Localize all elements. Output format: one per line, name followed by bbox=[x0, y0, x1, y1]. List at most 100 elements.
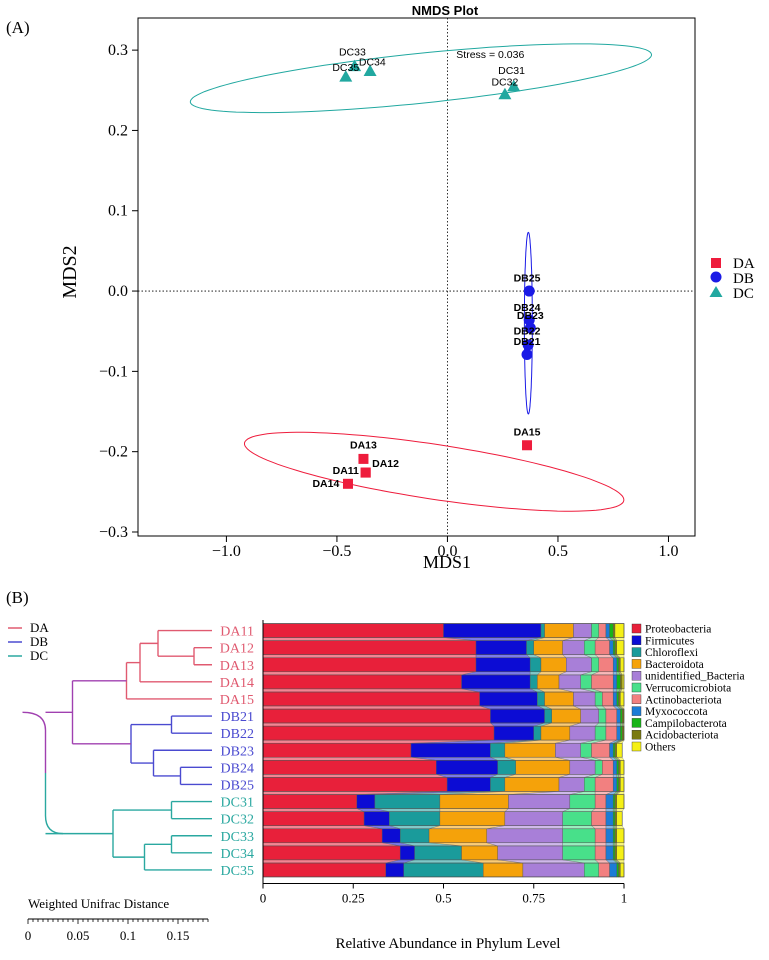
bar-segment-campilobacterota bbox=[612, 640, 616, 655]
bar-segment-acidobacteriota bbox=[614, 640, 617, 655]
point-label-da15: DA15 bbox=[514, 427, 541, 439]
y-tick-label: −0.1 bbox=[99, 363, 128, 380]
bar-segment-firmicutes bbox=[385, 862, 404, 878]
point-db23 bbox=[524, 322, 536, 334]
point-dc34 bbox=[363, 64, 377, 77]
bar-connector bbox=[613, 842, 616, 846]
bar-segment-proteobacteria bbox=[262, 623, 444, 638]
legend-label-myxococcota: Myxococcota bbox=[645, 706, 708, 718]
dendro-root bbox=[22, 711, 47, 773]
bar-segment-actinobacteriota bbox=[594, 794, 607, 809]
bar-segment-campilobacterota bbox=[612, 845, 616, 861]
legend-label-others: Others bbox=[645, 742, 676, 754]
point-label-dc32: DC32 bbox=[491, 76, 518, 88]
bar-connector bbox=[262, 688, 480, 693]
legend-label-chloroflexi: Chloroflexi bbox=[645, 647, 698, 659]
point-dc31 bbox=[507, 79, 521, 92]
dendro-scale-bar: 0 0.05 0.1 0.15 bbox=[25, 918, 209, 943]
point-da15 bbox=[522, 440, 533, 451]
bar-segment-acidobacteriota bbox=[614, 845, 617, 861]
legend-label-da: DA bbox=[733, 256, 755, 272]
bar-segment-acidobacteriota bbox=[618, 760, 621, 775]
bar-x-tick-label: 0 bbox=[260, 891, 267, 906]
bar-segment-proteobacteria bbox=[262, 725, 495, 741]
point-label-dc34: DC34 bbox=[359, 56, 386, 68]
legend-square-icon bbox=[711, 258, 721, 268]
legend-swatch-verrucomicrobiota bbox=[631, 682, 642, 693]
x-tick-label: 1.0 bbox=[658, 543, 678, 560]
point-label-db21: DB21 bbox=[514, 336, 541, 348]
bar-segment-firmicutes bbox=[410, 743, 491, 758]
legend-label-actinobacteriota: Actinobacteriota bbox=[645, 694, 722, 706]
bar-segment-verrucomicrobiota bbox=[598, 708, 607, 724]
bar-segment-actinobacteriota bbox=[605, 708, 617, 724]
nmds-title: NMDS Plot bbox=[412, 3, 479, 18]
stacked-bar-chart: 0 0.25 0.5 0.75 1 DA11 DA12 DA13 DA14 DA15 DB21 DB2… bbox=[220, 620, 627, 906]
sample-label-db22: DB22 bbox=[221, 727, 254, 742]
point-da12 bbox=[360, 467, 371, 478]
bar-segment-campilobacterota bbox=[616, 777, 619, 792]
dendro-root bbox=[44, 772, 64, 835]
bar-segment-acidobacteriota bbox=[614, 794, 617, 809]
bar-segment-verrucomicrobiota bbox=[584, 777, 596, 792]
bar-segment-proteobacteria bbox=[262, 811, 365, 826]
bar-segment-others bbox=[616, 640, 625, 655]
bar-segment-myxococcota bbox=[612, 691, 617, 707]
nmds-x-axis-label: MDS1 bbox=[423, 552, 471, 572]
bar-connector bbox=[262, 859, 401, 864]
bar-segment-verrucomicrobiota bbox=[591, 657, 599, 672]
sample-label-db23: DB23 bbox=[221, 744, 254, 759]
bar-connector bbox=[262, 774, 448, 778]
bar-segment-chloroflexi bbox=[540, 623, 545, 638]
bar-segment-proteobacteria bbox=[262, 708, 491, 724]
scale-tick-label: 0 bbox=[25, 928, 32, 943]
bar-segment-firmicutes bbox=[443, 623, 542, 638]
bar-segment-verrucomicrobiota bbox=[580, 674, 592, 690]
point-db24 bbox=[523, 314, 535, 326]
bar-segment-unidentified_bacteria bbox=[508, 794, 571, 809]
bar-x-tick-label: 0.5 bbox=[435, 891, 451, 906]
bar-connector bbox=[262, 757, 437, 761]
legend-swatch-acidobacteriota bbox=[631, 730, 642, 740]
bar-segment-campilobacterota bbox=[616, 691, 619, 707]
bar-segment-firmicutes bbox=[475, 657, 531, 672]
bar-segment-chloroflexi bbox=[389, 811, 441, 826]
point-label-dc33: DC33 bbox=[339, 47, 366, 59]
bar-segment-chloroflexi bbox=[403, 862, 484, 878]
bar-segment-firmicutes bbox=[363, 811, 390, 826]
bar-segment-verrucomicrobiota bbox=[569, 794, 596, 809]
plot-frame bbox=[137, 17, 696, 537]
bar-segment-acidobacteriota bbox=[614, 811, 617, 826]
bar-connector bbox=[616, 825, 625, 829]
bar-segment-unidentified_bacteria bbox=[566, 657, 592, 672]
bar-segment-proteobacteria bbox=[262, 777, 448, 792]
bar-connector bbox=[620, 774, 625, 778]
bar-connector bbox=[616, 808, 625, 812]
bar-segment-acidobacteriota bbox=[620, 674, 623, 690]
legend-triangle-icon bbox=[709, 286, 723, 297]
bar-segment-actinobacteriota bbox=[602, 691, 614, 707]
bar-segment-unidentified_bacteria bbox=[569, 760, 596, 775]
bar-segment-proteobacteria bbox=[262, 674, 462, 690]
bar-segment-bacteroidota bbox=[540, 657, 567, 672]
bar-segment-verrucomicrobiota bbox=[584, 862, 599, 878]
bar-connector bbox=[262, 705, 491, 710]
bar-segment-firmicutes bbox=[381, 828, 401, 843]
bar-segment-proteobacteria bbox=[262, 828, 383, 843]
bar-connector bbox=[613, 774, 617, 778]
bar-segment-proteobacteria bbox=[262, 743, 412, 758]
bar-segment-firmicutes bbox=[446, 777, 491, 792]
bar-connector bbox=[614, 842, 617, 846]
bar-segment-actinobacteriota bbox=[605, 725, 617, 741]
sample-label-da12: DA12 bbox=[220, 642, 254, 657]
bar-segment-chloroflexi bbox=[537, 691, 545, 707]
bar-connector bbox=[614, 825, 617, 829]
bar-segment-chloroflexi bbox=[526, 640, 534, 655]
legend-swatch-firmicutes bbox=[631, 635, 642, 645]
bar-connector bbox=[616, 791, 625, 795]
bar-segment-chloroflexi bbox=[529, 674, 538, 690]
bar-segment-myxococcota bbox=[609, 640, 614, 655]
sample-label-dc33: DC33 bbox=[221, 830, 254, 845]
bar-segment-chloroflexi bbox=[490, 777, 506, 792]
bar-segment-others bbox=[620, 777, 625, 792]
